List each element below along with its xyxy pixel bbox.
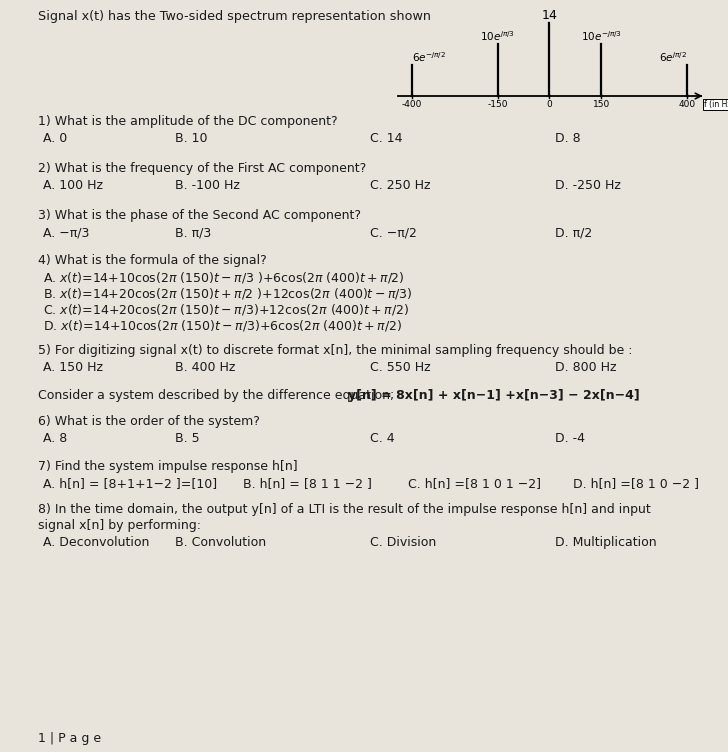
- Text: A. h[n] = [8+1+1−2 ]=[10]: A. h[n] = [8+1+1−2 ]=[10]: [43, 477, 217, 490]
- Text: B. 10: B. 10: [175, 132, 207, 145]
- Text: 1 | P a g e: 1 | P a g e: [38, 732, 101, 745]
- Text: 3) What is the phase of the Second AC component?: 3) What is the phase of the Second AC co…: [38, 209, 361, 222]
- Text: signal x[n] by performing:: signal x[n] by performing:: [38, 519, 201, 532]
- Text: B. -100 Hz: B. -100 Hz: [175, 179, 240, 192]
- Text: y[n] = 8x[n] + x[n−1] +x[n−3] − 2x[n−4]: y[n] = 8x[n] + x[n−1] +x[n−3] − 2x[n−4]: [348, 389, 640, 402]
- Text: 7) Find the system impulse response h[n]: 7) Find the system impulse response h[n]: [38, 460, 298, 473]
- Text: D. $x(t)$=14+10cos$(2\pi$ (150)$t - \pi/$3)+6cos$(2\pi$ (400)$t+\pi/2)$: D. $x(t)$=14+10cos$(2\pi$ (150)$t - \pi/…: [43, 318, 402, 333]
- Text: B. h[n] = [8 1 1 −2 ]: B. h[n] = [8 1 1 −2 ]: [243, 477, 372, 490]
- Text: D. Multiplication: D. Multiplication: [555, 536, 657, 549]
- Text: 5) For digitizing signal x(t) to discrete format x[n], the minimal sampling freq: 5) For digitizing signal x(t) to discret…: [38, 344, 633, 357]
- Text: C. Division: C. Division: [370, 536, 436, 549]
- Text: B. $x(t)$=14+20cos$(2\pi$ (150)$t + \pi/2$ )+12cos$(2\pi$ (400)$t-\pi/3)$: B. $x(t)$=14+20cos$(2\pi$ (150)$t + \pi/…: [43, 286, 413, 301]
- Text: B. 400 Hz: B. 400 Hz: [175, 361, 235, 374]
- Text: Signal x(t) has the Two-sided spectrum representation shown: Signal x(t) has the Two-sided spectrum r…: [38, 10, 431, 23]
- Text: C. −π/2: C. −π/2: [370, 226, 417, 239]
- Text: D. π/2: D. π/2: [555, 226, 593, 239]
- Text: 2) What is the frequency of the First AC component?: 2) What is the frequency of the First AC…: [38, 162, 366, 175]
- Text: f (in Hz): f (in Hz): [704, 100, 728, 109]
- Text: 4) What is the formula of the signal?: 4) What is the formula of the signal?: [38, 254, 266, 267]
- Text: A. Deconvolution: A. Deconvolution: [43, 536, 149, 549]
- Text: C. 4: C. 4: [370, 432, 395, 445]
- Text: -150: -150: [488, 100, 508, 109]
- Text: 400: 400: [678, 100, 696, 109]
- Text: $6e^{-j\pi/2}$: $6e^{-j\pi/2}$: [412, 50, 446, 64]
- Text: A. −π/3: A. −π/3: [43, 226, 90, 239]
- Text: D. -250 Hz: D. -250 Hz: [555, 179, 621, 192]
- Text: A. 100 Hz: A. 100 Hz: [43, 179, 103, 192]
- Text: B. 5: B. 5: [175, 432, 199, 445]
- Text: A. 150 Hz: A. 150 Hz: [43, 361, 103, 374]
- Text: 150: 150: [593, 100, 610, 109]
- Text: -400: -400: [402, 100, 422, 109]
- Text: C. h[n] =[8 1 0 1 −2]: C. h[n] =[8 1 0 1 −2]: [408, 477, 541, 490]
- Text: Consider a system described by the difference equation;: Consider a system described by the diffe…: [38, 389, 395, 402]
- Text: D. 800 Hz: D. 800 Hz: [555, 361, 617, 374]
- Text: C. 14: C. 14: [370, 132, 403, 145]
- Text: A. $x(t)$=14+10cos$(2\pi$ (150)$t - \pi/3$ )+6cos$(2\pi$ (400)$t+\pi/2)$: A. $x(t)$=14+10cos$(2\pi$ (150)$t - \pi/…: [43, 270, 405, 285]
- Text: $14$: $14$: [541, 9, 558, 22]
- Text: D. h[n] =[8 1 0 −2 ]: D. h[n] =[8 1 0 −2 ]: [573, 477, 699, 490]
- Text: D. 8: D. 8: [555, 132, 581, 145]
- Text: C. 550 Hz: C. 550 Hz: [370, 361, 431, 374]
- Text: $10e^{j\pi/3}$: $10e^{j\pi/3}$: [480, 29, 515, 43]
- Text: $6e^{j\pi/2}$: $6e^{j\pi/2}$: [660, 50, 687, 64]
- Text: C. $x(t)$=14+20cos$(2\pi$ (150)$t - \pi/$3)+12cos$(2\pi$ (400)$t+\pi/2)$: C. $x(t)$=14+20cos$(2\pi$ (150)$t - \pi/…: [43, 302, 409, 317]
- Text: 0: 0: [547, 100, 553, 109]
- Text: D. -4: D. -4: [555, 432, 585, 445]
- Text: 8) In the time domain, the output y[n] of a LTI is the result of the impulse res: 8) In the time domain, the output y[n] o…: [38, 503, 651, 516]
- Text: A. 0: A. 0: [43, 132, 67, 145]
- Text: 1) What is the amplitude of the DC component?: 1) What is the amplitude of the DC compo…: [38, 115, 338, 128]
- Text: B. π/3: B. π/3: [175, 226, 211, 239]
- Text: $10e^{-j\pi/3}$: $10e^{-j\pi/3}$: [580, 29, 622, 43]
- Text: 6) What is the order of the system?: 6) What is the order of the system?: [38, 415, 260, 428]
- Text: C. 250 Hz: C. 250 Hz: [370, 179, 430, 192]
- Text: B. Convolution: B. Convolution: [175, 536, 266, 549]
- Text: A. 8: A. 8: [43, 432, 67, 445]
